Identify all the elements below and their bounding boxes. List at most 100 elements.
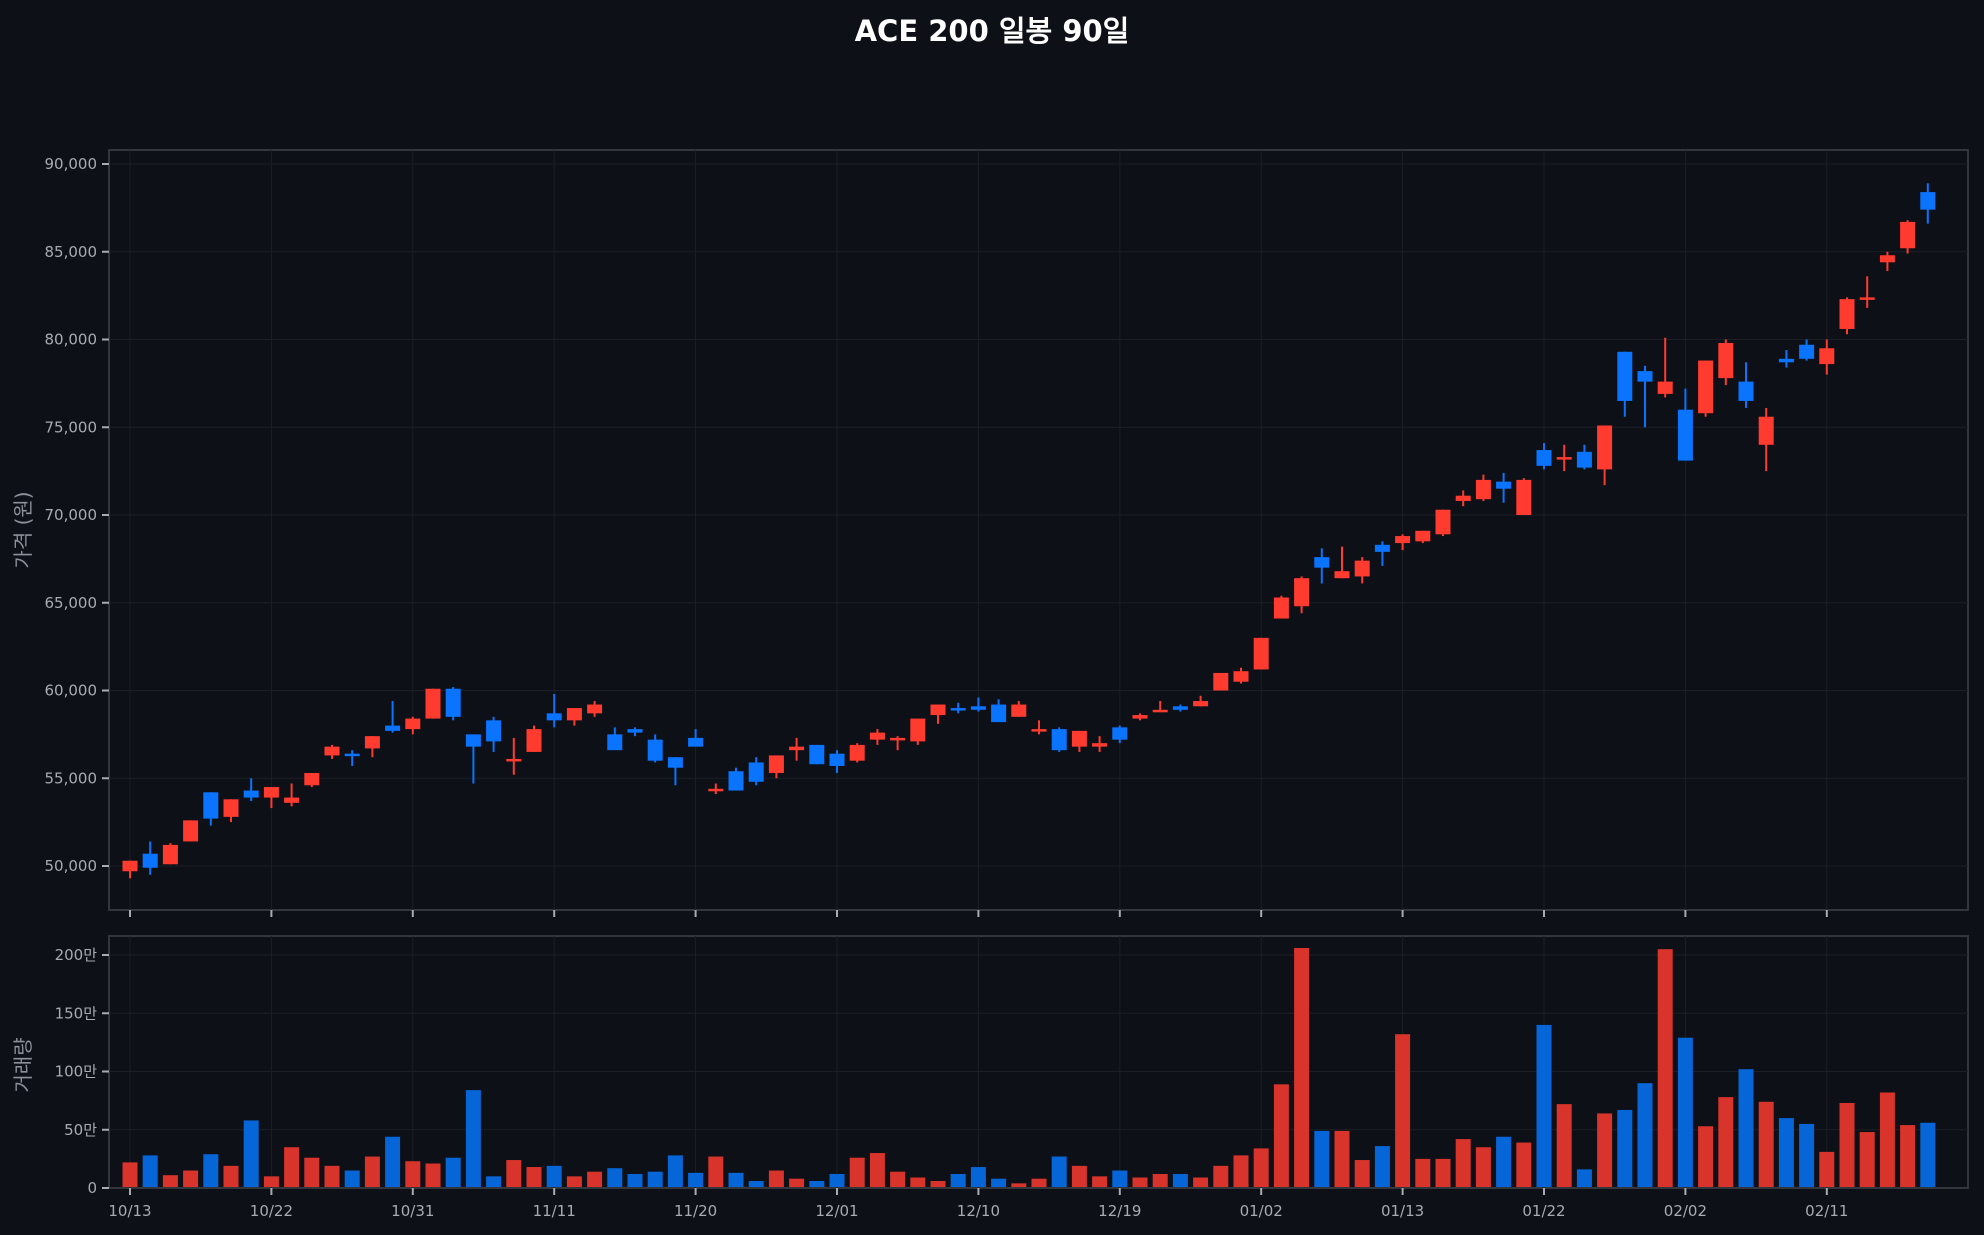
candle-body — [183, 820, 199, 842]
candle-body — [708, 788, 724, 792]
y-tick-label: 85,000 — [45, 243, 98, 261]
y-tick-label: 80,000 — [45, 331, 98, 349]
volume-bar — [1859, 1132, 1875, 1187]
volume-bar — [142, 1155, 158, 1187]
candle — [1314, 548, 1330, 584]
volume-bar — [1556, 1104, 1572, 1187]
volume-bar — [1677, 1037, 1693, 1187]
candle-body — [1799, 344, 1815, 359]
candle — [566, 708, 582, 726]
volume-bar — [405, 1161, 421, 1187]
candle-body — [243, 790, 259, 798]
candle — [829, 750, 845, 773]
volume-bar — [425, 1163, 441, 1187]
x-tick-label: 10/13 — [108, 1202, 151, 1220]
candle — [324, 744, 340, 759]
candle — [223, 799, 239, 823]
volume-bar — [768, 1170, 784, 1187]
candle — [1193, 695, 1209, 707]
volume-bar — [789, 1178, 805, 1187]
volume-panel: 10/13 10/22 10/31 11/11 11/20 12/01 12/10 12/19… — [11, 935, 1969, 1220]
candle-body — [667, 757, 683, 768]
candle — [970, 697, 986, 712]
candle-body — [849, 744, 865, 761]
candle-body — [1314, 557, 1330, 568]
volume-bar — [1354, 1160, 1370, 1187]
volume-bar — [1172, 1174, 1188, 1187]
candle — [1435, 509, 1451, 537]
candle — [425, 688, 441, 719]
candle — [789, 737, 805, 761]
volume-bar — [1536, 1024, 1552, 1187]
x-tick-label: 01/22 — [1522, 1202, 1565, 1220]
candle-body — [910, 718, 926, 742]
candle — [1132, 713, 1148, 721]
candle — [930, 704, 946, 724]
candle-body — [950, 708, 966, 711]
volume-bar — [1051, 1156, 1067, 1187]
volume-bar — [1193, 1177, 1209, 1187]
y-tick-label: 200만 — [55, 946, 98, 964]
candle-body — [203, 792, 219, 819]
candle-body — [385, 725, 401, 731]
candle — [1475, 474, 1491, 501]
candle-body — [1556, 457, 1572, 460]
candle — [304, 772, 320, 788]
candle-body — [324, 746, 340, 756]
candle-body — [627, 729, 643, 733]
candle-body — [526, 729, 542, 752]
candle — [1657, 337, 1673, 398]
volume-bar — [1496, 1136, 1512, 1187]
candle-body — [142, 853, 158, 868]
volume-bar — [1435, 1158, 1451, 1187]
volume-bar — [1738, 1069, 1754, 1187]
candle — [1213, 672, 1229, 691]
volume-bar — [284, 1147, 300, 1187]
candle-body — [1415, 530, 1431, 542]
y-tick-label: 70,000 — [45, 506, 98, 524]
volume-bar — [486, 1176, 502, 1187]
candle — [344, 750, 360, 766]
x-tick-label: 02/11 — [1805, 1202, 1848, 1220]
candle — [890, 736, 906, 751]
candle — [546, 694, 562, 728]
candle-body — [1496, 481, 1512, 489]
candle-body — [991, 704, 1007, 723]
y-tick-label: 55,000 — [45, 769, 98, 787]
x-tick-label: 10/22 — [250, 1202, 293, 1220]
candle-body — [1920, 192, 1936, 210]
volume-bar — [829, 1174, 845, 1187]
candle — [1879, 251, 1895, 272]
y-tick-label: 60,000 — [45, 682, 98, 700]
candle-body — [486, 720, 502, 742]
volume-bar — [1900, 1125, 1916, 1187]
volume-bar — [1799, 1123, 1815, 1187]
candle-body — [162, 844, 178, 865]
volume-bar — [930, 1181, 946, 1187]
candle — [1395, 534, 1411, 551]
candle-body — [809, 744, 825, 765]
candle-body — [1354, 560, 1370, 577]
volume-frame — [108, 935, 1969, 1189]
x-tick-label: 11/11 — [533, 1202, 576, 1220]
candle-body — [284, 797, 300, 803]
candle — [1778, 350, 1794, 368]
candle-body — [1879, 255, 1895, 263]
candle — [385, 701, 401, 733]
candle — [849, 743, 865, 763]
candle — [1092, 736, 1108, 752]
candle-body — [1778, 358, 1794, 363]
candle-body — [1475, 479, 1491, 500]
volume-bar — [364, 1156, 380, 1187]
volume-bar — [1132, 1177, 1148, 1187]
volume-bar — [869, 1153, 885, 1187]
candle-body — [1092, 743, 1108, 747]
volume-bar — [890, 1171, 906, 1187]
candle — [1617, 351, 1633, 417]
volume-bar — [1516, 1142, 1532, 1187]
volume-bar — [809, 1181, 825, 1187]
volume-bar — [1455, 1139, 1471, 1187]
candle-body — [768, 755, 784, 773]
volume-bar — [647, 1171, 663, 1187]
candle-body — [1193, 701, 1209, 707]
